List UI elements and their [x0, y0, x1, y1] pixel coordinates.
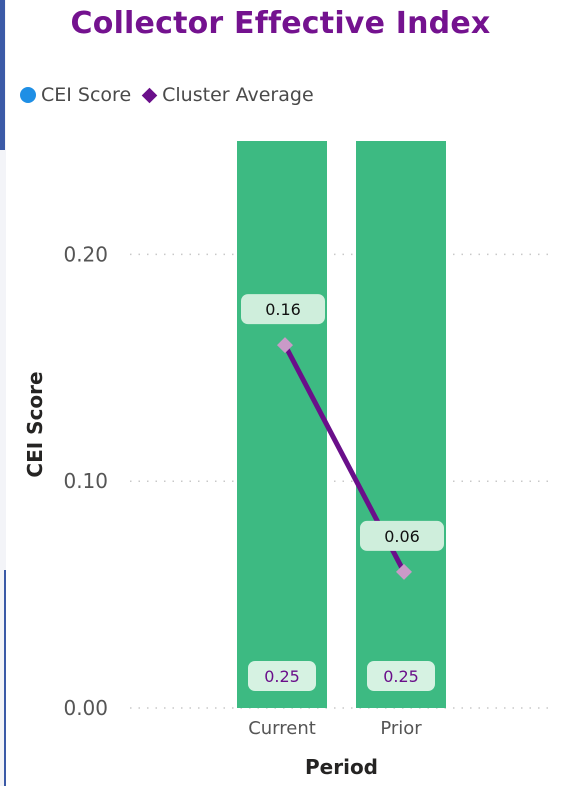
- x-tick-label: Current: [248, 718, 316, 739]
- y-axis-title: CEI Score: [23, 371, 47, 477]
- x-tick-label: Prior: [380, 718, 422, 739]
- bar-data-label-text: 0.25: [264, 667, 300, 686]
- frame-line-left: [4, 570, 6, 786]
- axes: Period CEI Score Current Prior: [23, 371, 422, 779]
- y-tick-label: 0.20: [63, 242, 108, 266]
- frame-line-top: [0, 0, 5, 150]
- chart-legend[interactable]: CEI Score Cluster Average: [20, 84, 324, 106]
- bar-data-label: 0.25: [367, 661, 435, 691]
- line-data-label-text: 0.06: [384, 527, 420, 546]
- line-data-label-background: [241, 294, 325, 325]
- line-data-label: 0.06: [360, 520, 444, 551]
- bar-data-label-background: [367, 661, 435, 691]
- side-strip: [0, 0, 6, 786]
- circle-icon: [20, 87, 36, 103]
- bar-data-label: 0.25: [248, 661, 316, 691]
- gridlines: 0.00 0.10 0.20: [63, 242, 555, 720]
- line-data-label-text: 0.16: [265, 300, 301, 319]
- legend-label-cluster-average: Cluster Average: [162, 84, 314, 106]
- data-labels: 0.16 0.06 0.25 0.25: [241, 294, 444, 691]
- bars: [237, 141, 446, 708]
- bar-data-label-text: 0.25: [383, 667, 419, 686]
- y-tick-label: 0.00: [63, 696, 108, 720]
- legend-item-cei-score[interactable]: CEI Score: [20, 84, 131, 106]
- chart-title: Collector Effective Index: [70, 6, 491, 41]
- legend-label-cei-score: CEI Score: [41, 84, 132, 106]
- line-data-label-background: [360, 520, 444, 551]
- cluster-average-marker[interactable]: [396, 563, 412, 580]
- cluster-average-marker[interactable]: [277, 337, 293, 354]
- x-axis-title: Period: [305, 755, 378, 779]
- bar-current[interactable]: [237, 141, 327, 708]
- bar-prior[interactable]: [356, 141, 446, 708]
- legend-item-cluster-average[interactable]: Cluster Average: [141, 84, 314, 106]
- y-tick-label: 0.10: [63, 469, 108, 493]
- line-data-label: 0.16: [241, 294, 325, 325]
- bar-data-label-background: [248, 661, 316, 691]
